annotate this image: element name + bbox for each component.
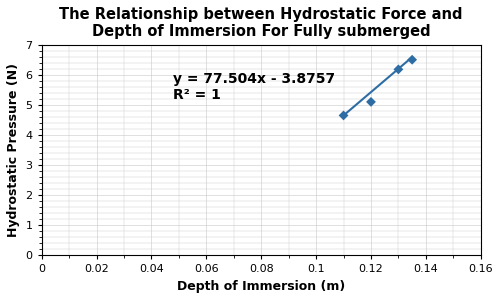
Text: y = 77.504x - 3.8757
R² = 1: y = 77.504x - 3.8757 R² = 1 <box>174 72 336 102</box>
Point <box>408 57 416 62</box>
Point <box>394 67 402 72</box>
Y-axis label: Hydrostatic Pressure (N): Hydrostatic Pressure (N) <box>7 63 20 237</box>
Point <box>367 100 375 104</box>
Point <box>340 113 347 118</box>
Title: The Relationship between Hydrostatic Force and
Depth of Immersion For Fully subm: The Relationship between Hydrostatic For… <box>60 7 463 39</box>
X-axis label: Depth of Immersion (m): Depth of Immersion (m) <box>177 280 346 293</box>
